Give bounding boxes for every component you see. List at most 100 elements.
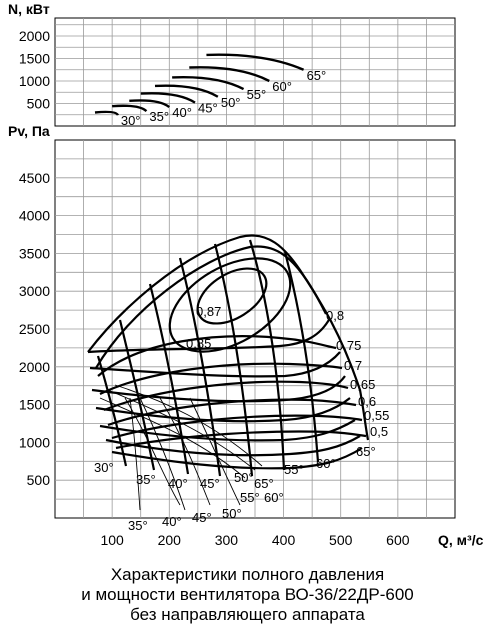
- power-curve-label: 60°: [272, 79, 292, 94]
- reference-line-5: [139, 397, 186, 511]
- flow-line-2: [118, 319, 156, 471]
- pressure-y-tick: 3000: [19, 283, 50, 299]
- power-curve-label: 55°: [247, 87, 267, 102]
- eff-label-075: 0,75: [336, 338, 361, 353]
- reference-line-7: [189, 397, 241, 506]
- power-curve: [189, 66, 270, 83]
- power-curve: [112, 104, 148, 113]
- power-curve-label: 65°: [307, 68, 327, 83]
- angle-label-40: 40°: [168, 476, 188, 491]
- power-axis-title: N, кВт: [8, 1, 50, 17]
- pressure-panel: 500 1000 1500 2000 2500 3000 3500 4000 4500 100 2…: [8, 123, 484, 548]
- pressure-x-tick: 100: [100, 532, 124, 548]
- flow-line-7: [283, 251, 320, 463]
- eff-label-060: 0,6: [358, 394, 376, 409]
- reference-line-3: [114, 384, 263, 467]
- power-y-tick: 1500: [19, 51, 50, 67]
- caption-line-1: Характеристики полного давления: [110, 565, 385, 584]
- pressure-y-tick: 2000: [19, 359, 50, 375]
- angle-label-lower-65: 65°: [254, 476, 274, 491]
- eff-label-050: 0,5: [370, 424, 388, 439]
- efficiency-contour-087: [196, 267, 268, 325]
- efficiency-contour-070: [99, 362, 343, 395]
- reference-line-2: [107, 389, 256, 471]
- angle-curve-50: [91, 375, 346, 403]
- efficiency-contour-075: [97, 335, 337, 377]
- power-panel: 500 1000 1500 2000 N, кВт 30° 35° 40° 45° 50° 55…: [8, 1, 456, 128]
- power-grid: [55, 18, 455, 126]
- power-curves: 30° 35° 40° 45° 50° 55° 60° 65°: [94, 53, 327, 128]
- eff-label-085: 0,85: [186, 336, 211, 351]
- angle-label-lower-45: 45°: [192, 510, 212, 525]
- eff-label-080: 0,8: [326, 308, 344, 323]
- pressure-x-tick: 500: [329, 532, 353, 548]
- pressure-y-tick: 2500: [19, 321, 50, 337]
- pressure-x-tick: 600: [386, 532, 410, 548]
- eff-label-070: 0,7: [344, 358, 362, 373]
- efficiency-contour-085: [168, 257, 292, 353]
- power-curve-label: 45°: [198, 101, 218, 116]
- reference-lines: [99, 384, 263, 511]
- pressure-x-ticks: 100 200 300 400 500 600: [100, 532, 409, 548]
- pressure-grid: [55, 140, 455, 518]
- pressure-y-tick: 1000: [19, 434, 50, 450]
- angle-label-50: 50°: [234, 470, 254, 485]
- power-y-tick: 500: [27, 96, 51, 112]
- flow-line-6: [248, 239, 286, 471]
- power-curve: [129, 99, 171, 109]
- angle-label-35: 35°: [136, 472, 156, 487]
- power-curve-label: 30°: [121, 113, 141, 128]
- chart-caption: Характеристики полного давления и мощнос…: [0, 565, 495, 625]
- angle-label-lower-55: 55°: [240, 490, 260, 505]
- angle-label-65: 65°: [356, 444, 376, 459]
- flow-iso-lines: [96, 239, 320, 477]
- power-curve: [140, 92, 196, 104]
- angle-label-lower-40: 40°: [162, 514, 182, 529]
- eff-label-065: 0,65: [350, 377, 375, 392]
- power-curve-label: 50°: [221, 95, 241, 110]
- pressure-axis-title: Pv, Па: [8, 123, 50, 139]
- reference-line-4: [124, 397, 181, 506]
- power-curve: [154, 84, 219, 98]
- pressure-y-tick: 3500: [19, 245, 50, 261]
- efficiency-labels: 0,87 0,85 0,8 0,75 0,7 0,65 0,6 0,55 0,5: [186, 304, 389, 439]
- angle-labels-lower: 35° 40° 45° 50° 55° 60° 65°: [128, 476, 284, 533]
- power-y-tick: 1000: [19, 73, 50, 89]
- angle-label-lower-35: 35°: [128, 518, 148, 533]
- pressure-x-tick: 400: [272, 532, 296, 548]
- power-curve-label: 35°: [149, 109, 169, 124]
- pressure-y-tick: 4500: [19, 170, 50, 186]
- angle-label-30: 30°: [94, 460, 114, 475]
- angle-label-60: 60°: [316, 456, 336, 471]
- eff-label-055: 0,55: [364, 408, 389, 423]
- power-curve: [172, 75, 245, 91]
- power-curve-label: 40°: [172, 105, 192, 120]
- eff-label-087: 0,87: [196, 304, 221, 319]
- efficiency-envelope: [87, 234, 370, 441]
- angle-label-lower-50: 50°: [222, 506, 242, 521]
- angle-labels-upper: 30° 35° 40° 45° 50° 55° 60° 65°: [94, 444, 376, 491]
- reference-line-1: [99, 397, 246, 479]
- power-curve: [94, 110, 120, 116]
- caption-line-3: без направляющего аппарата: [130, 605, 365, 624]
- angle-label-55: 55°: [284, 462, 304, 477]
- angle-curve-45: [95, 397, 351, 423]
- pressure-y-tick: 4000: [19, 208, 50, 224]
- power-y-tick: 2000: [19, 28, 50, 44]
- angle-label-lower-60: 60°: [264, 490, 284, 505]
- angle-curve-30: [111, 447, 363, 470]
- reference-line-8: [129, 397, 141, 511]
- flow-line-1: [96, 355, 128, 467]
- flow-line-5: [213, 243, 254, 477]
- caption-line-2: и мощности вентилятора ВО-36/22ДР-600: [81, 585, 414, 604]
- efficiency-contour-050: [115, 430, 367, 450]
- pressure-y-ticks: 500 1000 1500 2000 2500 3000 3500 4000 4500: [19, 170, 50, 488]
- power-y-ticks: 500 1000 1500 2000: [19, 28, 50, 112]
- pressure-y-tick: 500: [27, 472, 51, 488]
- flow-line-4: [178, 257, 222, 477]
- efficiency-contour-055: [111, 414, 363, 440]
- angle-curve-55: [89, 351, 341, 378]
- flow-axis-title: Q, м³/с: [438, 532, 484, 548]
- pressure-x-tick: 200: [158, 532, 182, 548]
